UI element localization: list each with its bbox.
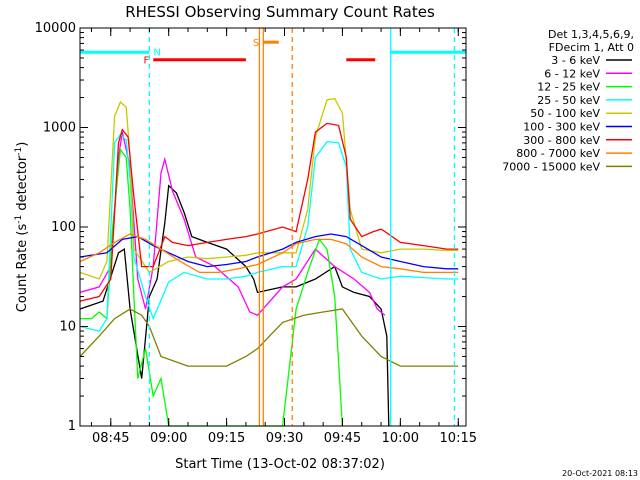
y-tick-label: 1000 xyxy=(43,121,76,136)
legend-label-7: 300 - 800 keV xyxy=(523,134,600,147)
series-line-4 xyxy=(79,133,459,332)
legend-label-8: 800 - 7000 keV xyxy=(516,147,600,160)
legend: Det 1,3,4,5,6,9, FDecim 1, Att 0 3 - 6 k… xyxy=(502,28,634,173)
plot-bars: NF S xyxy=(80,38,466,67)
y-axis-label-main: Count Rate (s xyxy=(15,224,30,313)
legend-label-2: 6 - 12 keV xyxy=(544,67,600,80)
series-line-3 xyxy=(80,147,344,427)
series-line-5 xyxy=(79,97,459,280)
y-tick-label: 10000 xyxy=(35,21,76,36)
y-tick-label: 1 xyxy=(68,419,76,434)
x-tick-label: 10:00 xyxy=(382,431,419,446)
x-tick-label: 09:00 xyxy=(150,431,187,446)
date-stamp: 20-Oct-2021 08:13 xyxy=(562,469,638,478)
x-tick-label: 10:15 xyxy=(440,431,477,446)
status-bar-label-f: F xyxy=(143,56,149,67)
y-axis: 1 10 100 1000 10000 xyxy=(35,21,466,434)
y-axis-label-sup1: -1 xyxy=(14,215,24,224)
plot-vlines xyxy=(148,28,456,426)
x-tick-label: 09:15 xyxy=(208,431,245,446)
legend-label-3: 12 - 25 keV xyxy=(537,81,600,94)
status-bar-label-s: S xyxy=(253,38,259,49)
status-bar-label-n: N xyxy=(153,47,160,58)
legend-header-line-1: Det 1,3,4,5,6,9, xyxy=(548,28,634,41)
x-axis: 08:45 09:00 09:15 09:30 09:45 10:00 10:15 xyxy=(90,28,477,446)
y-tick-label: 100 xyxy=(51,220,76,235)
series-line-7 xyxy=(79,122,459,302)
x-tick-label: 09:30 xyxy=(266,431,303,446)
legend-label-4: 25 - 50 keV xyxy=(537,94,600,107)
legend-header-line-2: FDecim 1, Att 0 xyxy=(549,41,634,54)
x-axis-label: Start Time (13-Oct-02 08:37:02) xyxy=(175,457,385,472)
x-tick-label: 09:45 xyxy=(324,431,361,446)
y-axis-label-sup2: -1 xyxy=(14,147,24,156)
plot-series xyxy=(79,97,459,427)
legend-label-9: 7000 - 15000 keV xyxy=(502,160,600,173)
legend-label-1: 3 - 6 keV xyxy=(551,54,600,67)
legend-label-5: 50 - 100 keV xyxy=(530,107,600,120)
y-axis-label: Count Rate (s-1 detector-1) xyxy=(14,142,30,313)
x-tick-label: 08:45 xyxy=(92,431,129,446)
y-axis-label-mid: detector xyxy=(15,155,30,215)
chart-title: RHESSI Observing Summary Count Rates xyxy=(125,3,435,21)
y-tick-label: 10 xyxy=(59,320,76,335)
legend-label-6: 100 - 300 keV xyxy=(523,121,600,134)
series-line-9 xyxy=(79,308,459,367)
series-line-1 xyxy=(79,184,390,427)
y-axis-label-end: ) xyxy=(15,142,30,147)
